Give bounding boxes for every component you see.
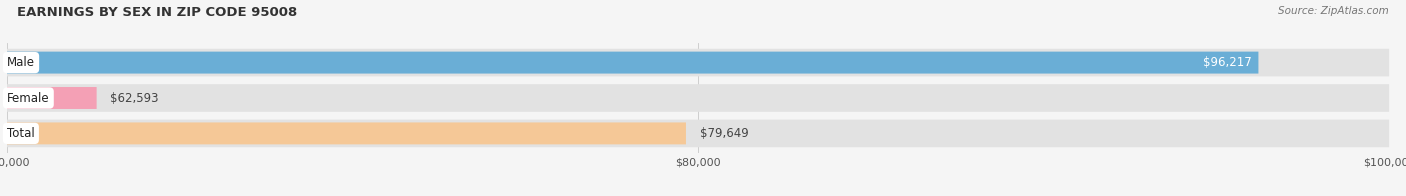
FancyBboxPatch shape: [7, 52, 1258, 74]
Text: Male: Male: [7, 56, 35, 69]
Text: Source: ZipAtlas.com: Source: ZipAtlas.com: [1278, 6, 1389, 16]
Text: Total: Total: [7, 127, 35, 140]
FancyBboxPatch shape: [7, 84, 1389, 112]
FancyBboxPatch shape: [7, 122, 686, 144]
FancyBboxPatch shape: [7, 49, 1389, 76]
FancyBboxPatch shape: [7, 87, 97, 109]
FancyBboxPatch shape: [7, 120, 1389, 147]
Text: EARNINGS BY SEX IN ZIP CODE 95008: EARNINGS BY SEX IN ZIP CODE 95008: [17, 6, 297, 19]
Text: $79,649: $79,649: [700, 127, 748, 140]
Text: $62,593: $62,593: [111, 92, 159, 104]
Text: Female: Female: [7, 92, 49, 104]
Text: $96,217: $96,217: [1202, 56, 1251, 69]
